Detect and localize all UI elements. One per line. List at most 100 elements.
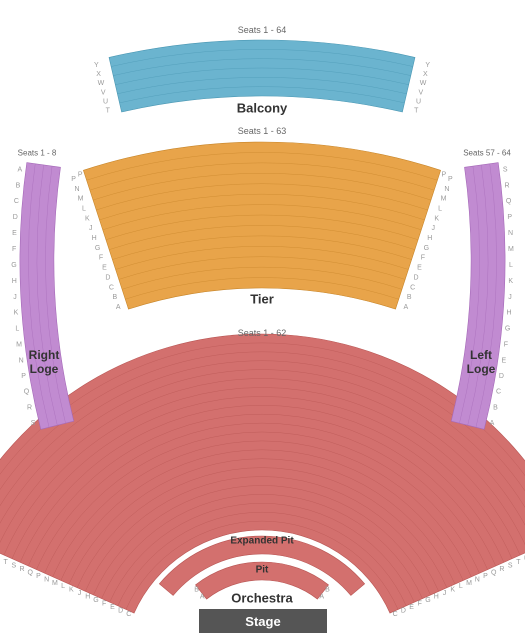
row-label: L: [459, 583, 463, 590]
row-label: H: [427, 235, 432, 242]
row-label: D: [13, 214, 18, 221]
tier-seats-label: Seats 1 - 63: [238, 126, 287, 136]
row-label: J: [508, 294, 512, 301]
row-label: K: [450, 587, 455, 594]
row-label: D: [105, 274, 110, 281]
row-label: S: [508, 563, 513, 570]
row-label: A: [319, 594, 324, 601]
row-label: M: [78, 196, 84, 203]
stage-label: Stage: [245, 614, 280, 629]
right-loge-label: Right Loge: [29, 348, 60, 376]
row-label: H: [434, 594, 439, 601]
row-label: M: [52, 580, 58, 587]
row-label: B: [194, 587, 199, 594]
orchestra-label: Orchestra: [231, 591, 292, 606]
row-label: S: [503, 166, 508, 173]
row-label: K: [85, 215, 90, 222]
row-label: T: [516, 559, 521, 566]
row-label: Y: [425, 62, 430, 69]
row-label: N: [75, 186, 80, 193]
row-label: D: [499, 373, 504, 380]
row-label: B: [493, 404, 498, 411]
row-label: E: [409, 604, 414, 611]
row-label: W: [98, 80, 105, 87]
row-label: J: [443, 590, 447, 597]
row-label: F: [99, 255, 103, 262]
row-label: P: [21, 373, 26, 380]
row-label: G: [93, 597, 98, 604]
row-label: L: [438, 205, 442, 212]
row-label: E: [417, 265, 422, 272]
row-label: M: [16, 341, 22, 348]
row-label: G: [95, 245, 100, 252]
row-label: W: [420, 80, 427, 87]
row-label: A: [116, 304, 121, 311]
row-label: V: [418, 89, 423, 96]
row-label: B: [112, 294, 117, 301]
row-label: C: [14, 198, 19, 205]
row-label: F: [102, 601, 106, 608]
row-label: G: [11, 262, 16, 269]
row-label: E: [102, 265, 107, 272]
row-label: B: [325, 587, 330, 594]
row-label: S: [31, 420, 36, 427]
row-label: H: [85, 594, 90, 601]
row-label: F: [421, 255, 425, 262]
row-label: L: [509, 262, 513, 269]
row-label: R: [20, 566, 25, 573]
row-label: Q: [506, 198, 512, 205]
row-label: N: [475, 576, 480, 583]
row-label: A: [403, 304, 408, 311]
stage-box: Stage: [199, 609, 327, 633]
row-label: H: [506, 310, 511, 317]
row-label: L: [15, 326, 19, 333]
row-label: F: [12, 246, 16, 253]
row-label: G: [425, 597, 430, 604]
row-label: B: [16, 182, 21, 189]
left-loge-seats-label: Seats 57 - 64: [463, 149, 511, 158]
row-label: U: [103, 98, 108, 105]
row-label: C: [393, 611, 398, 618]
row-label: P: [507, 214, 512, 221]
row-label: R: [505, 182, 510, 189]
row-label: Q: [491, 569, 497, 576]
row-label: G: [424, 245, 429, 252]
row-label: C: [410, 284, 415, 291]
row-label: B: [407, 294, 412, 301]
row-label: F: [504, 341, 508, 348]
row-label: T: [414, 107, 419, 114]
right-loge-seats-label: Seats 1 - 8: [18, 149, 57, 158]
row-label: M: [508, 246, 514, 253]
row-label: J: [13, 294, 17, 301]
row-label: R: [499, 566, 504, 573]
row-label: P: [483, 573, 488, 580]
row-label: X: [423, 71, 428, 78]
orchestra-seats-label: Seats 1 - 62: [238, 328, 287, 338]
row-label: X: [96, 71, 101, 78]
row-label: L: [82, 205, 86, 212]
row-label: A: [490, 420, 495, 427]
left-loge-label: Left Loge: [467, 348, 496, 376]
row-label: K: [508, 278, 513, 285]
row-label: N: [444, 186, 449, 193]
row-label: J: [431, 225, 435, 232]
row-label: D: [118, 607, 123, 614]
tier-label: Tier: [250, 292, 274, 307]
row-label: C: [126, 611, 131, 618]
row-label: V: [101, 89, 106, 96]
balcony-seats-label: Seats 1 - 64: [238, 25, 287, 35]
row-label: T: [106, 107, 111, 114]
expanded-pit-label: Expanded Pit: [230, 536, 293, 547]
row-label: Q: [24, 389, 30, 396]
row-label: J: [89, 225, 93, 232]
row-label: P: [78, 172, 83, 179]
row-label: N: [44, 576, 49, 583]
row-label: Y: [94, 62, 99, 69]
row-label: Q: [28, 569, 34, 576]
row-label: D: [401, 607, 406, 614]
tier-section[interactable]: [83, 142, 440, 309]
row-label: P: [71, 176, 76, 183]
row-label: C: [496, 389, 501, 396]
row-label: M: [466, 580, 472, 587]
balcony-label: Balcony: [237, 101, 288, 116]
